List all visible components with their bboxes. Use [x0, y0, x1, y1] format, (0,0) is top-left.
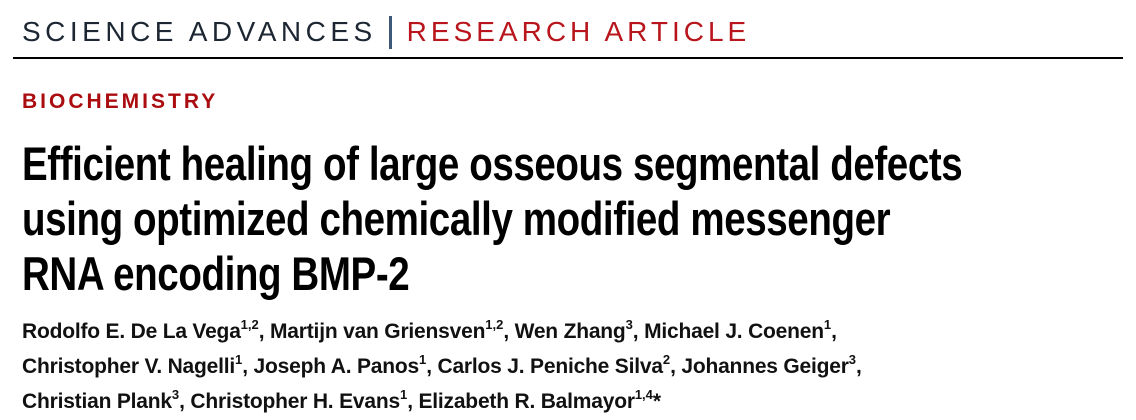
subject-category-label: BIOCHEMISTRY: [22, 90, 219, 113]
masthead-rule: [13, 57, 1123, 59]
author-list: Rodolfo E. De La Vega1,2, Martijn van Gr…: [22, 314, 1114, 419]
journal-name: SCIENCE ADVANCES: [22, 16, 377, 47]
article-title-line-3: RNA encoding BMP-2: [22, 247, 410, 300]
author-line-2: Christopher V. Nagelli1, Joseph A. Panos…: [22, 352, 862, 378]
journal-masthead: SCIENCE ADVANCES RESEARCH ARTICLE: [22, 14, 1114, 50]
article-type-label: RESEARCH ARTICLE: [406, 16, 751, 47]
author-line-1: Rodolfo E. De La Vega1,2, Martijn van Gr…: [22, 317, 837, 343]
article-title-line-2: using optimized chemically modified mess…: [22, 192, 891, 245]
article-title-line-1: Efficient healing of large osseous segme…: [22, 137, 963, 190]
author-line-3: Christian Plank3, Christopher H. Evans1,…: [22, 387, 661, 413]
article-title: Efficient healing of large osseous segme…: [22, 136, 1114, 301]
header-divider-icon: [388, 15, 392, 49]
